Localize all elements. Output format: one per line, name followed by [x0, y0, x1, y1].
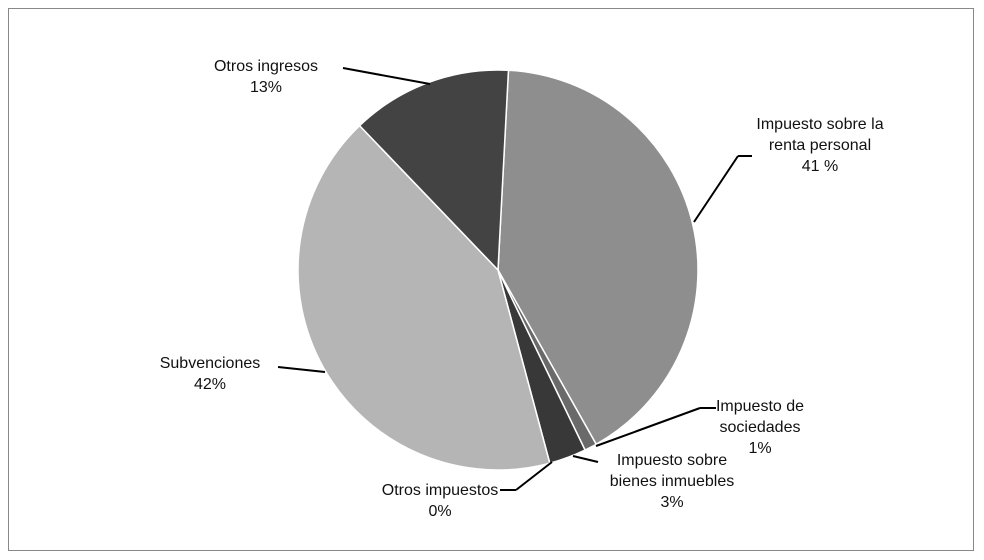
- category-label: Impuesto de sociedades: [715, 398, 805, 436]
- slice-label: Subvenciones 42%: [145, 353, 275, 395]
- pie-slice: [497, 69, 699, 446]
- pie-slice: [358, 69, 510, 272]
- slice-label: Impuesto de sociedades 1%: [700, 396, 820, 459]
- category-label: Otros impuestos: [381, 482, 499, 499]
- value-label: 42%: [193, 376, 227, 393]
- chart-frame: [8, 8, 974, 551]
- slice-label: Otros ingresos 13%: [196, 56, 336, 98]
- category-label: Impuesto sobre bienes inmuebles: [609, 452, 735, 490]
- leader-lines: [277, 67, 752, 491]
- leader-line: [277, 366, 326, 373]
- leader-line: [595, 407, 701, 447]
- slice-label: Impuesto sobre bienes inmuebles 3%: [592, 450, 752, 513]
- leader-line: [342, 67, 431, 85]
- value-label: 13%: [249, 79, 283, 96]
- value-label: 41 %: [801, 158, 839, 175]
- slice-label: Impuesto sobre la renta personal 41 %: [740, 114, 900, 177]
- category-label: Otros ingresos: [213, 58, 319, 75]
- value-label: 1%: [748, 440, 772, 457]
- pie-slice: [297, 124, 551, 471]
- value-label: 0%: [428, 503, 452, 520]
- category-label: Impuesto sobre la renta personal: [756, 116, 884, 154]
- leader-line: [515, 461, 553, 491]
- value-label: 3%: [660, 494, 684, 511]
- pie: [297, 69, 699, 471]
- leader-line: [572, 455, 599, 463]
- leader-line: [693, 155, 739, 223]
- category-label: Subvenciones: [159, 355, 261, 372]
- slice-label: Otros impuestos 0%: [375, 480, 505, 522]
